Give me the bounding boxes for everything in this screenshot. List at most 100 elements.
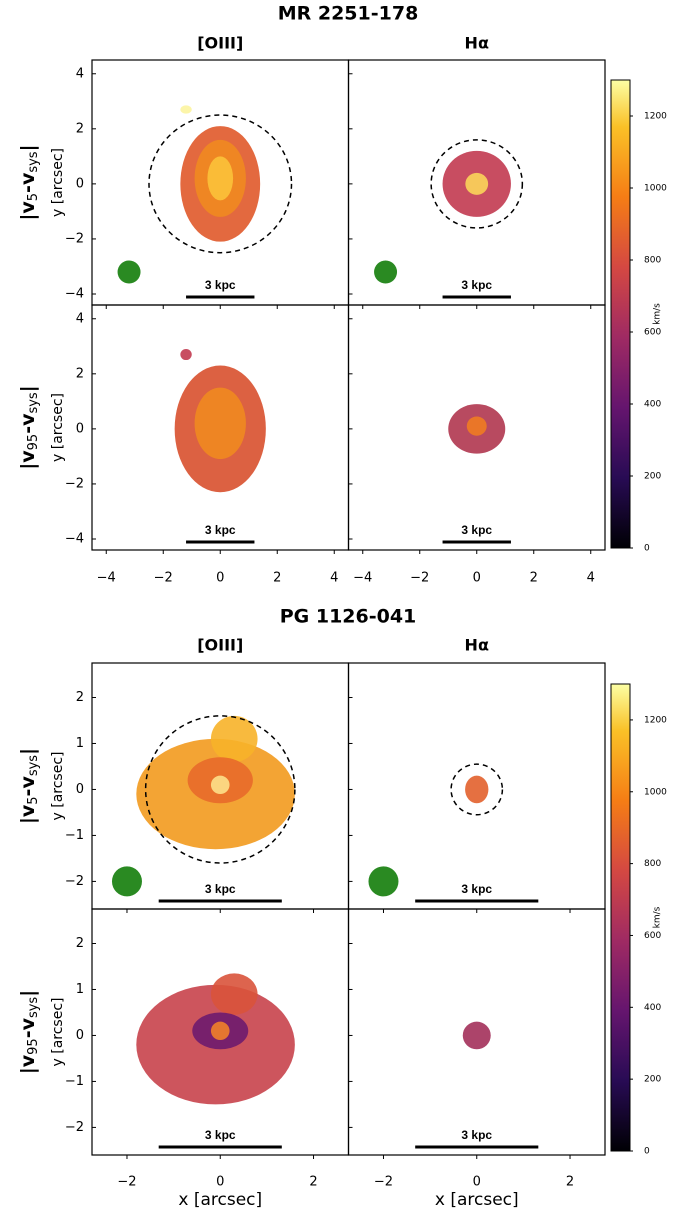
y-tick-label: 2 [76, 121, 84, 136]
y-tick-label: 2 [76, 936, 84, 951]
colorbar-tick-label: 1000 [644, 184, 667, 194]
row-label-part: |v [17, 201, 39, 221]
colorbar-label: km/s [653, 303, 663, 325]
scale-bar-label: 3 kpc [205, 278, 236, 292]
row-label-part: 95 [26, 1038, 41, 1055]
aperture-circle [450, 763, 504, 816]
emission-map [210, 715, 258, 762]
x-axis-label: x [arcsec] [435, 1190, 519, 1210]
y-tick-label: 4 [76, 66, 84, 81]
colorbar-tick-label: 200 [644, 1075, 661, 1085]
emission-map [210, 775, 230, 795]
row-label-part: -v [17, 172, 39, 193]
x-tick-label: 0 [216, 1175, 224, 1190]
row-label-part: sys [26, 151, 41, 172]
row-label-part: -v [17, 413, 39, 434]
x-tick-label: −2 [374, 1175, 393, 1190]
beam [374, 260, 398, 284]
y-tick-label: 2 [76, 366, 84, 381]
emission-map [194, 387, 246, 460]
y-tick-label: −4 [65, 286, 84, 301]
column-title: Hα [465, 636, 489, 655]
row-label-part: | [17, 990, 39, 997]
y-tick-label: 0 [76, 1028, 84, 1043]
colorbar-tick-label: 400 [644, 1003, 661, 1013]
row-label-part: |v [17, 1054, 39, 1074]
y-tick-label: 0 [76, 421, 84, 436]
emission-map [466, 416, 487, 436]
row-label-part: sys [26, 997, 41, 1018]
x-tick-label: 4 [587, 571, 595, 586]
colorbar-tick-label: 1000 [644, 787, 667, 797]
colorbar [610, 683, 631, 1152]
y-axis-label: y [arcsec] [50, 752, 66, 821]
x-tick-label: −2 [117, 1175, 136, 1190]
colorbar-tick-label: 200 [644, 472, 661, 482]
colorbar-tick-label: 800 [644, 256, 661, 266]
scale-bar-label: 3 kpc [205, 1128, 236, 1142]
row-label-part: -v [17, 1017, 39, 1038]
colorbar-tick-label: 0 [644, 544, 650, 554]
emission-map [465, 172, 489, 195]
x-tick-label: −2 [154, 571, 173, 586]
scale-bar-label: 3 kpc [461, 1128, 492, 1142]
x-tick-label: 2 [309, 1175, 317, 1190]
colorbar-tick-label: 0 [644, 1147, 650, 1157]
x-tick-label: −4 [353, 571, 372, 586]
row-label-part: 95 [26, 434, 41, 451]
scale-bar-label: 3 kpc [461, 523, 492, 537]
y-tick-label: 1 [76, 736, 84, 751]
column-title: [OIII] [197, 636, 243, 655]
x-tick-label: −2 [410, 571, 429, 586]
row-label-part: -v [17, 776, 39, 797]
row-label-part: sys [26, 392, 41, 413]
colorbar-tick-label: 800 [644, 859, 661, 869]
y-tick-label: 0 [76, 782, 84, 797]
emission-map [180, 105, 192, 114]
row-label-part: | [17, 385, 39, 392]
aperture-circle [430, 139, 524, 229]
row-label: |v5-vsys| [17, 144, 41, 220]
x-tick-label: 0 [473, 1175, 481, 1190]
figure-title: MR 2251-178 [278, 3, 419, 25]
x-tick-label: −4 [97, 571, 116, 586]
colorbar-tick-label: 600 [644, 328, 661, 338]
row-label-part: | [17, 748, 39, 755]
row-label-part: |v [17, 450, 39, 470]
colorbar-tick-label: 600 [644, 931, 661, 941]
y-tick-label: 2 [76, 690, 84, 705]
y-tick-label: −4 [65, 531, 84, 546]
x-tick-label: 0 [216, 571, 224, 586]
emission-map [207, 156, 234, 201]
row-label-part: 5 [26, 796, 41, 804]
y-tick-label: 0 [76, 176, 84, 191]
y-tick-label: −1 [65, 1074, 84, 1089]
scale-bar-label: 3 kpc [205, 882, 236, 896]
y-axis-label: y [arcsec] [50, 148, 66, 217]
emission-map [462, 1021, 491, 1050]
y-tick-label: −2 [65, 231, 84, 246]
colorbar-label: km/s [653, 906, 663, 928]
row-label: |v5-vsys| [17, 748, 41, 824]
column-title: [OIII] [197, 34, 243, 53]
row-label: |v95-vsys| [17, 990, 41, 1074]
y-axis-label: y [arcsec] [50, 998, 66, 1067]
scale-bar-label: 3 kpc [461, 278, 492, 292]
row-label-part: 5 [26, 193, 41, 201]
row-label-part: |v [17, 804, 39, 824]
colorbar-tick-label: 1200 [644, 715, 667, 725]
emission-map [180, 349, 192, 361]
x-axis-label: x [arcsec] [178, 1190, 262, 1210]
y-tick-label: −2 [65, 476, 84, 491]
x-tick-label: 0 [473, 571, 481, 586]
scale-bar-label: 3 kpc [461, 882, 492, 896]
row-label-part: | [17, 144, 39, 151]
colorbar-tick-label: 1200 [644, 112, 667, 122]
scale-bar-label: 3 kpc [205, 523, 236, 537]
x-tick-label: 2 [273, 571, 281, 586]
row-label-part: sys [26, 755, 41, 776]
y-tick-label: 4 [76, 311, 84, 326]
colorbar [610, 79, 631, 549]
colorbar-tick-label: 400 [644, 400, 661, 410]
